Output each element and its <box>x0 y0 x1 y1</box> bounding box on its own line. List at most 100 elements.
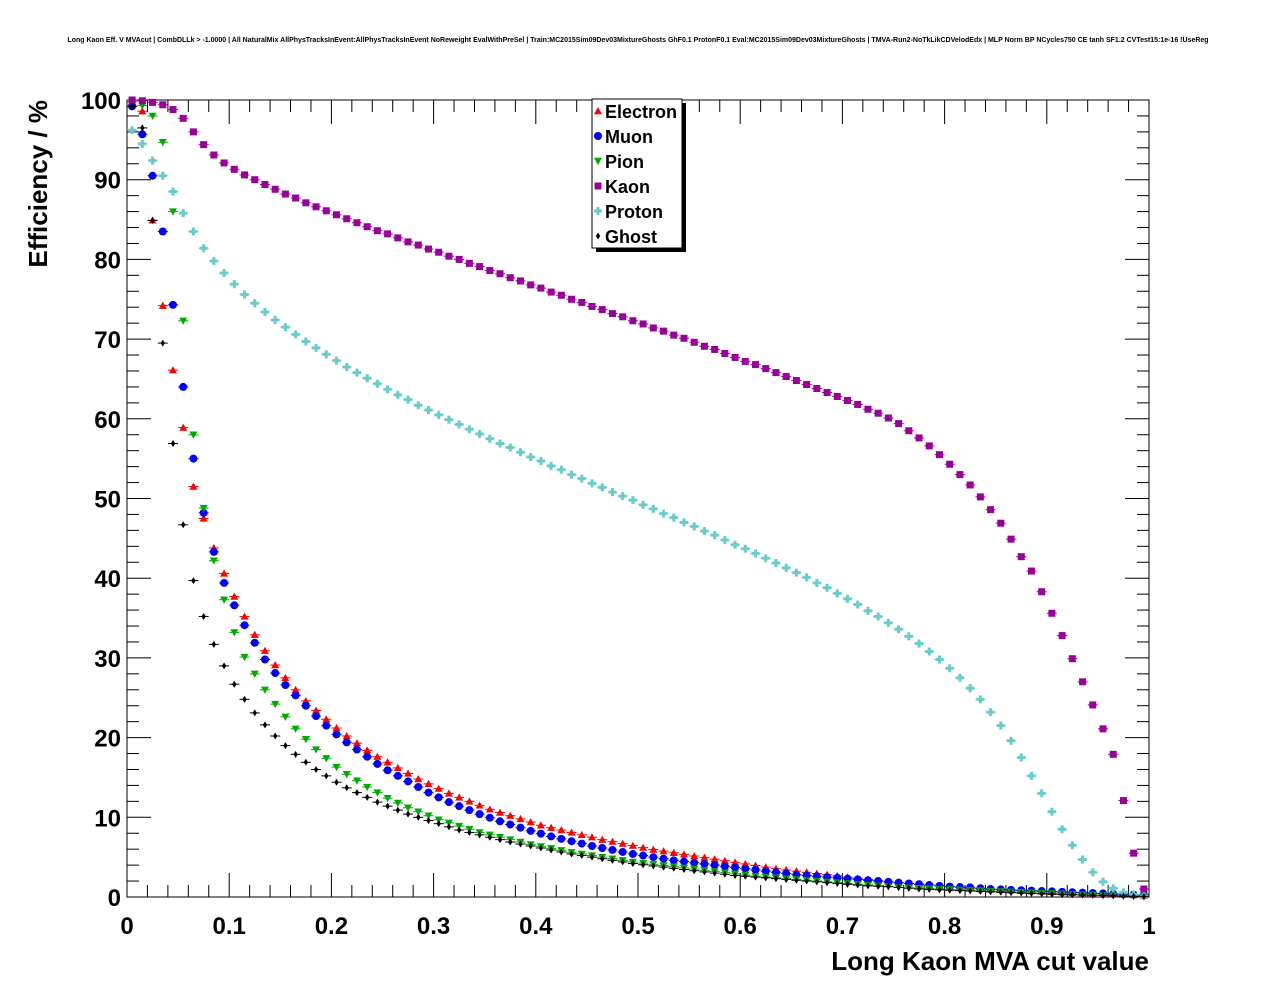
data-point-ghost <box>927 885 932 893</box>
data-point-ghost <box>1131 892 1136 900</box>
y-tick-label: 10 <box>94 805 121 832</box>
data-point-proton <box>679 518 688 527</box>
data-point-electron <box>424 779 433 788</box>
data-point-ghost <box>221 662 227 670</box>
data-point-muon <box>751 865 760 874</box>
y-tick-labels: 0 10 20 30 40 50 60 70 80 90 100 <box>81 88 121 912</box>
data-point-ghost <box>395 806 401 814</box>
data-point-ghost <box>783 875 789 883</box>
data-point-ghost <box>160 339 165 347</box>
data-point-kaon <box>414 241 422 249</box>
legend-label-proton: Proton <box>605 202 663 222</box>
data-point-electron <box>577 830 586 839</box>
data-point-kaon <box>976 493 984 501</box>
data-point-kaon <box>721 349 729 357</box>
data-point-kaon <box>373 227 381 235</box>
data-point-electron <box>628 841 637 849</box>
data-point-ghost <box>385 802 390 810</box>
data-point-electron <box>608 837 617 845</box>
data-point-ghost <box>405 810 411 818</box>
data-point-ghost <box>283 742 288 750</box>
data-point-ghost <box>334 778 339 786</box>
data-point-electron <box>312 706 321 714</box>
data-point-kaon <box>649 324 657 332</box>
data-point-muon <box>240 621 249 630</box>
data-point-kaon <box>527 281 535 289</box>
data-point-kaon <box>1038 588 1046 596</box>
data-point-kaon <box>854 400 862 408</box>
data-point-ghost <box>651 862 656 870</box>
data-point-ghost <box>1039 890 1044 898</box>
data-point-ghost <box>344 784 349 792</box>
data-point-muon <box>475 810 484 819</box>
data-point-muon <box>771 868 780 877</box>
data-point-muon <box>659 854 668 863</box>
data-point-kaon <box>128 96 136 104</box>
data-point-electron <box>199 514 208 522</box>
data-point-kaon <box>404 238 412 246</box>
data-point-muon <box>312 712 321 721</box>
data-point-proton <box>1037 789 1046 798</box>
data-point-pion <box>230 629 239 637</box>
data-point-proton <box>383 385 392 394</box>
legend-label-pion: Pion <box>605 152 644 172</box>
data-point-ghost <box>303 758 309 766</box>
data-point-proton <box>700 527 709 536</box>
data-point-kaon <box>844 396 852 404</box>
data-point-ghost <box>937 886 942 894</box>
data-point-electron <box>720 856 729 864</box>
data-point-muon <box>485 813 494 822</box>
data-point-muon <box>444 798 453 807</box>
data-point-electron <box>618 839 627 847</box>
data-point-kaon <box>1007 535 1015 543</box>
data-point-proton <box>1027 771 1036 780</box>
data-point-proton <box>966 684 975 693</box>
data-point-electron <box>710 855 719 863</box>
data-point-kaon <box>987 506 995 514</box>
data-point-muon <box>322 721 331 730</box>
data-point-pion <box>363 783 372 792</box>
data-point-ghost <box>916 885 922 893</box>
data-point-kaon <box>792 377 800 385</box>
data-point-electron <box>138 107 147 115</box>
data-point-ghost <box>661 863 666 871</box>
data-point-muon <box>220 578 229 587</box>
data-point-pion <box>209 557 218 565</box>
x-axis-label: Long Kaon MVA cut value <box>831 946 1149 976</box>
data-point-proton <box>158 171 167 180</box>
data-point-proton <box>1017 753 1026 762</box>
legend: Electron Muon Pion Kaon Proton Ghost <box>591 98 686 252</box>
data-point-kaon <box>1048 609 1056 617</box>
data-point-ghost <box>181 521 186 529</box>
data-point-muon <box>352 745 361 754</box>
data-point-ghost <box>988 888 993 896</box>
data-point-kaon <box>251 176 259 184</box>
data-point-proton <box>863 606 872 615</box>
data-point-kaon <box>557 291 565 299</box>
data-point-proton <box>291 330 300 339</box>
data-point-proton <box>189 227 198 236</box>
data-point-kaon <box>281 190 289 198</box>
data-point-ghost <box>497 836 503 844</box>
data-point-muon <box>557 834 566 843</box>
data-point-electron <box>404 769 413 777</box>
data-point-ghost <box>998 888 1004 896</box>
data-point-proton <box>955 673 964 682</box>
data-point-kaon <box>915 434 923 442</box>
data-point-proton <box>782 563 791 572</box>
data-point-ghost <box>978 887 983 895</box>
data-point-ghost <box>681 866 687 874</box>
data-point-ghost <box>967 887 973 895</box>
data-point-electron <box>506 811 515 819</box>
data-point-electron <box>168 366 177 374</box>
data-point-proton <box>884 618 893 627</box>
data-point-proton <box>1119 888 1128 897</box>
data-point-kaon <box>803 381 811 389</box>
data-point-ghost <box>559 848 564 856</box>
data-point-electron <box>455 793 464 801</box>
data-point-ghost <box>1029 889 1034 897</box>
data-point-muon <box>690 858 699 867</box>
data-point-ghost <box>272 732 278 740</box>
data-point-proton <box>373 379 382 388</box>
